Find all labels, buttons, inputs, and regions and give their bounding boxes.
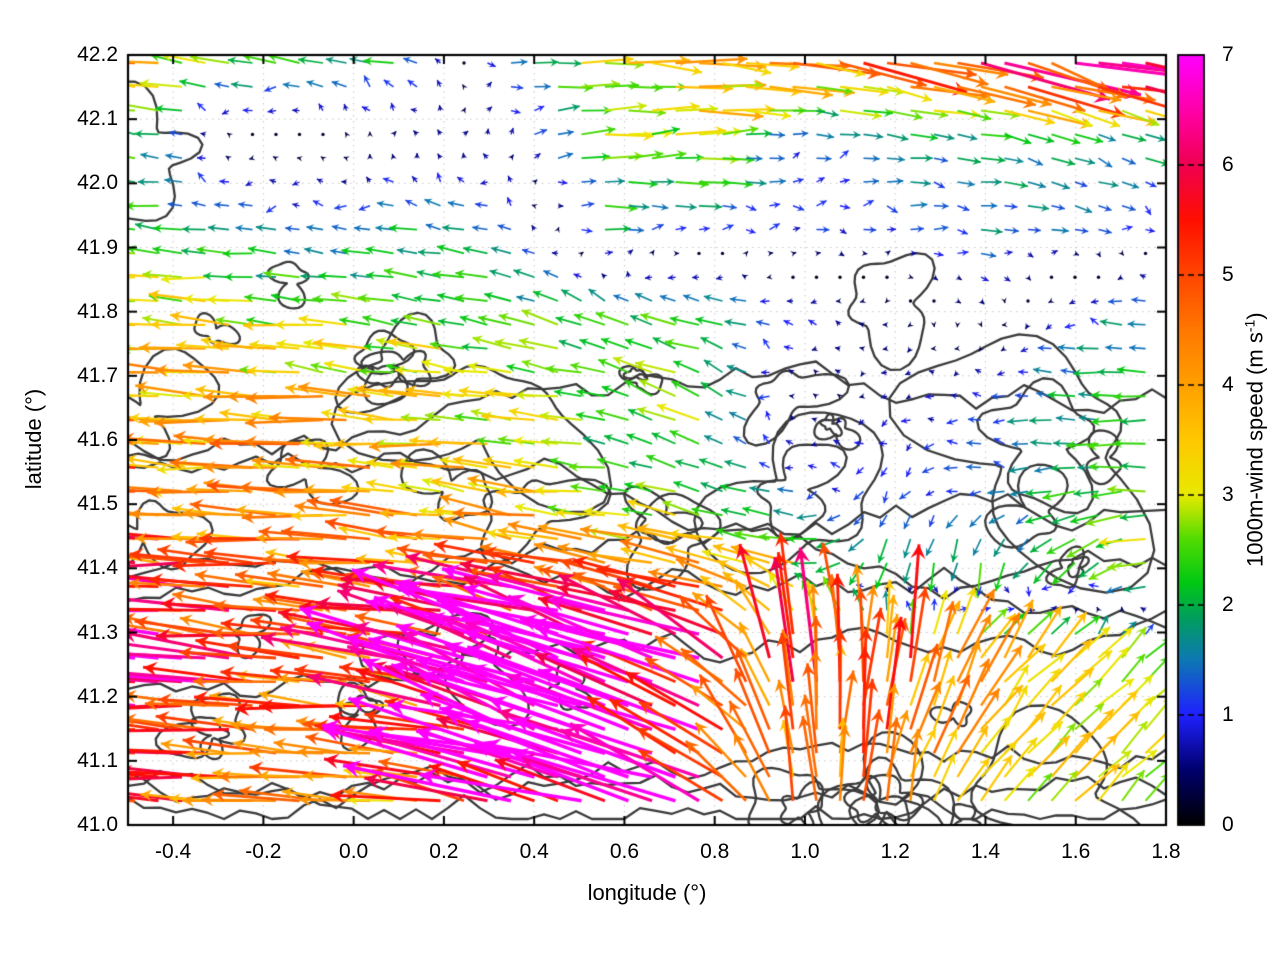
y-tick-label: 41.8 [77, 299, 118, 323]
colorbar-tick-label: 2 [1222, 593, 1234, 616]
colorbar-tick-label: 7 [1222, 43, 1234, 66]
y-tick-label: 42.0 [77, 171, 118, 195]
x-tick-label: -0.4 [155, 840, 192, 863]
y-tick-label: 41.9 [77, 235, 118, 259]
y-axis-label: latitude (°) [21, 388, 46, 490]
y-tick-label: 41.6 [77, 428, 118, 451]
y-tick-label: 41.0 [77, 813, 118, 836]
colorbar-label-main: 1000m-wind speed (m s [1242, 332, 1268, 567]
y-tick-label: 41.2 [77, 684, 118, 708]
x-tick-label: 0.2 [429, 840, 459, 863]
colorbar-axis-label: 1000m-wind speed (m s-1) [1241, 280, 1268, 600]
colorbar-tick-label: 3 [1222, 483, 1234, 506]
colorbar-tick-label: 1 [1222, 703, 1234, 726]
x-tick-label: 0.6 [609, 840, 640, 863]
y-tick-label: 41.1 [77, 748, 118, 772]
y-tick-label: 41.5 [77, 492, 118, 516]
colorbar-tick-label: 6 [1222, 153, 1234, 176]
colorbar-tick-label: 0 [1222, 813, 1234, 836]
y-tick-label: 41.3 [77, 620, 118, 644]
colorbar-tick-label: 5 [1222, 263, 1234, 286]
y-tick-label: 41.4 [77, 556, 118, 580]
x-tick-label: 1.6 [1061, 840, 1091, 863]
y-tick-label: 42.1 [77, 107, 118, 131]
colorbar-label-sup: -1 [1241, 319, 1258, 333]
colorbar-label-close: ) [1242, 312, 1268, 320]
x-tick-label: 1.2 [880, 840, 910, 863]
x-axis-label: longitude (°) [587, 880, 707, 905]
colorbar-tick-label: 4 [1222, 373, 1234, 396]
x-tick-label: 1.8 [1151, 840, 1181, 863]
x-tick-label: 1.4 [970, 840, 1001, 863]
x-tick-label: 0.8 [700, 840, 730, 863]
x-tick-label: -0.2 [245, 840, 282, 863]
x-tick-label: 0.4 [519, 840, 549, 863]
x-tick-label: 1.0 [790, 840, 820, 863]
x-tick-label: 0.0 [339, 840, 369, 863]
y-tick-label: 42.2 [77, 43, 118, 66]
y-tick-label: 41.7 [77, 363, 118, 387]
